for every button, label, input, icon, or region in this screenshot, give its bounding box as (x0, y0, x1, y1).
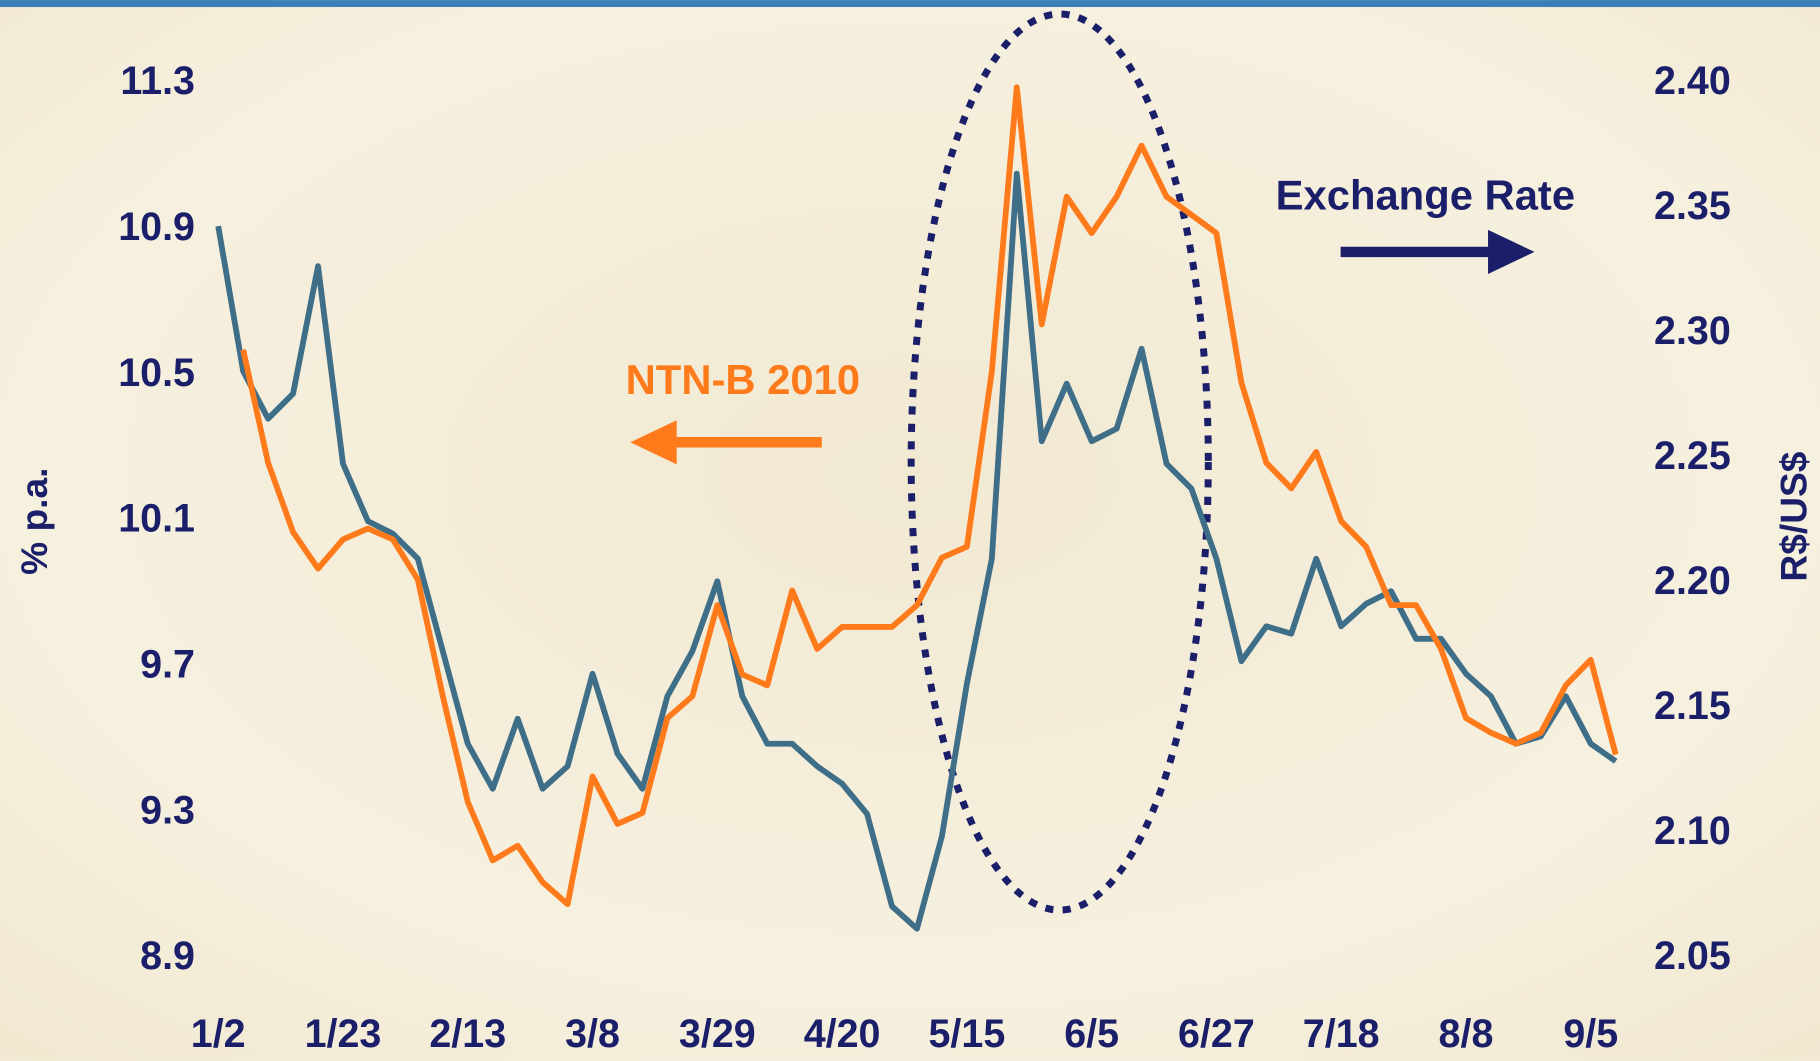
y2-tick-label: 2.05 (1654, 934, 1731, 978)
y2-tick-label: 2.10 (1654, 809, 1731, 853)
x-tick-label: 3/8 (565, 1012, 620, 1056)
y2-tick-label: 2.35 (1654, 184, 1731, 228)
x-tick-label: 1/2 (191, 1012, 246, 1056)
y2-tick-label: 2.25 (1654, 434, 1731, 478)
series-label: Exchange Rate (1276, 172, 1575, 219)
y2-tick-label: 2.40 (1654, 59, 1731, 103)
y2-tick-label: 2.30 (1654, 309, 1731, 353)
x-tick-label: 4/20 (804, 1012, 881, 1056)
x-tick-label: 5/15 (928, 1012, 1005, 1056)
y-tick-label: 8.9 (140, 934, 195, 978)
y2-axis-label: R$/US$ (1773, 451, 1815, 581)
y-tick-label: 11.3 (120, 59, 195, 103)
y2-tick-label: 2.15 (1654, 684, 1731, 728)
x-tick-label: 9/5 (1563, 1012, 1618, 1056)
y-axis-label: % p.a. (13, 468, 55, 575)
x-tick-label: 8/8 (1439, 1012, 1494, 1056)
x-tick-label: 6/5 (1064, 1012, 1119, 1056)
y-tick-label: 9.7 (140, 642, 195, 686)
series-line (215, 170, 1618, 932)
plot (215, 84, 1619, 932)
arrow-head (630, 420, 677, 465)
y-tick-label: 10.9 (118, 205, 195, 249)
series-label: NTN-B 2010 (626, 356, 860, 403)
highlight-ellipse (907, 10, 1212, 914)
top-band (0, 0, 1820, 8)
x-tick-label: 7/18 (1303, 1012, 1380, 1056)
y2-tick-label: 2.20 (1654, 559, 1731, 603)
y-tick-label: 9.3 (140, 788, 195, 832)
x-tick-label: 2/13 (429, 1012, 506, 1056)
x-tick-label: 1/23 (305, 1012, 382, 1056)
y-tick-label: 10.5 (118, 351, 195, 395)
x-tick-label: 6/27 (1178, 1012, 1255, 1056)
arrow-head (1488, 229, 1535, 274)
x-tick-label: 3/29 (679, 1012, 756, 1056)
y-tick-label: 10.1 (118, 497, 195, 541)
series-line (240, 84, 1619, 908)
